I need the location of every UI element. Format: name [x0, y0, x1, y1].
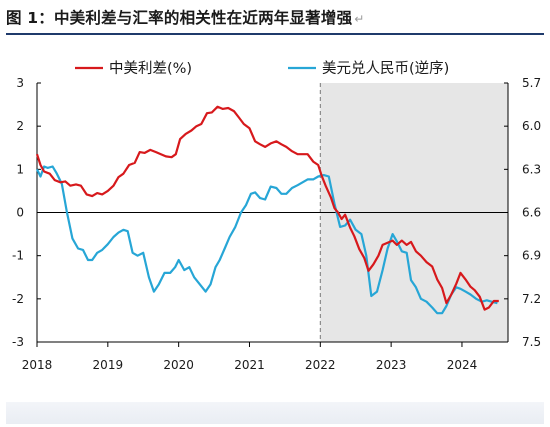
left-tick-label: -1	[12, 249, 24, 263]
figure-title-text: 图 1：中美利差与汇率的相关性在近两年显著增强	[6, 9, 353, 27]
right-tick-label: 6.6	[522, 206, 541, 220]
right-tick-label: 7.2	[522, 292, 541, 306]
left-tick-label: 1	[16, 162, 24, 176]
legend: 中美利差(%) 美元兑人民币(逆序)	[75, 60, 449, 77]
left-tick-label: -3	[12, 335, 24, 349]
x-tick-label: 2018	[22, 358, 53, 372]
right-tick-label: 6.9	[522, 249, 541, 263]
tick-labels: 3 2 1 0 -1 -2 -3 5.7 6.0 6.3 6.6 6.9 7.2 7.5 2018 2019 2…	[12, 76, 541, 372]
x-tick-label: 2023	[376, 358, 407, 372]
figure-title: 图 1：中美利差与汇率的相关性在近两年显著增强 ↵	[6, 6, 365, 28]
axes-layer	[36, 82, 509, 347]
right-tick-label: 6.3	[522, 162, 541, 176]
right-tick-label: 5.7	[522, 76, 541, 90]
left-tick-label: 2	[16, 119, 24, 133]
left-tick-label: 3	[16, 76, 24, 90]
return-mark: ↵	[354, 12, 365, 26]
series-spread-line	[35, 105, 499, 311]
x-tick-label: 2021	[234, 358, 265, 372]
right-tick-label: 7.5	[522, 335, 541, 349]
left-tick-label: 0	[16, 206, 24, 220]
x-tick-label: 2022	[305, 358, 336, 372]
series-fx-line	[36, 165, 498, 315]
footer-band	[6, 402, 544, 424]
right-tick-label: 6.0	[522, 119, 541, 133]
x-tick-label: 2019	[93, 358, 124, 372]
series-layer	[35, 105, 499, 315]
x-tick-label: 2020	[163, 358, 194, 372]
title-rule	[6, 33, 544, 35]
legend-label-spread: 中美利差(%)	[109, 60, 192, 77]
x-tick-label: 2024	[447, 358, 478, 372]
legend-label-fx: 美元兑人民币(逆序)	[322, 60, 449, 77]
left-tick-label: -2	[12, 292, 24, 306]
line-chart: 中美利差(%) 美元兑人民币(逆序) 3 2 1 0 -1 -2 -3 5.7 6.0 6.3 6.6…	[12, 60, 541, 372]
